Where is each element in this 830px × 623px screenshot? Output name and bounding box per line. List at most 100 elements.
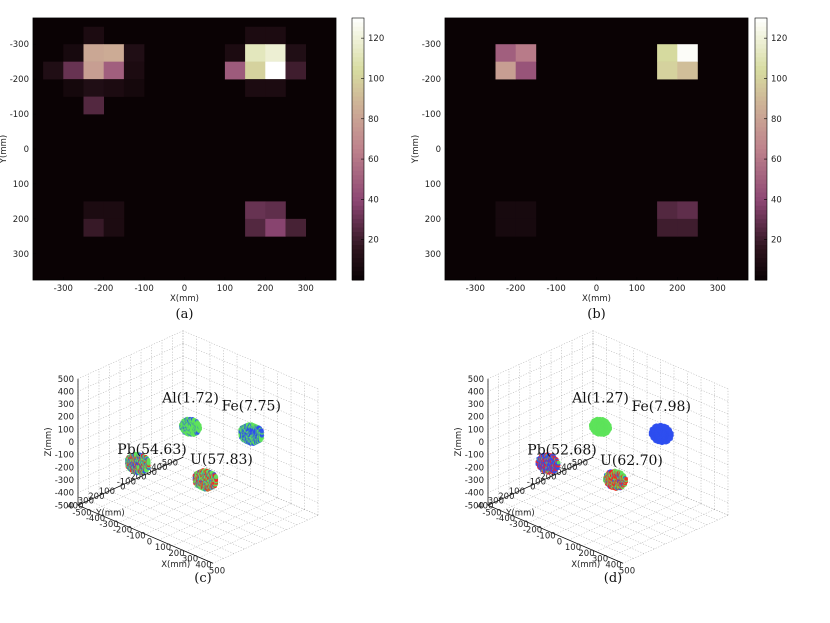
y-tick-label: -500 bbox=[569, 458, 588, 468]
colorbar-segment bbox=[755, 31, 767, 36]
y-tick-label: -100 bbox=[10, 110, 29, 120]
colorbar-segment bbox=[352, 275, 364, 281]
x-tick-label: -200 bbox=[113, 526, 132, 536]
colorbar-segment bbox=[755, 48, 767, 54]
heatmap-cell bbox=[63, 44, 84, 62]
figure-caption: (a) bbox=[176, 307, 194, 322]
heatmap-cell bbox=[265, 44, 286, 62]
z-tick-label: 100 bbox=[468, 425, 484, 435]
z-tick-label: 0 bbox=[69, 438, 74, 448]
colorbar-segment bbox=[755, 253, 767, 259]
object-1 bbox=[648, 422, 674, 446]
colorbar-segment bbox=[755, 210, 767, 215]
colorbar-segment bbox=[352, 57, 364, 63]
heatmap-cell bbox=[123, 61, 145, 80]
heatmap-cell bbox=[657, 44, 678, 62]
colorbar-segment bbox=[755, 227, 767, 233]
x-tick-label: -300 bbox=[466, 284, 485, 294]
heatmap-cell bbox=[657, 61, 678, 80]
colorbar-segment bbox=[755, 61, 767, 67]
heatmap-0: -300 -200 -100 0 100 200 300-300-200-100010020… bbox=[0, 17, 384, 322]
colorbar-segment bbox=[352, 92, 364, 98]
colorbar-segment bbox=[755, 96, 767, 102]
colorbar-segment bbox=[352, 166, 364, 172]
heatmap-cell bbox=[657, 201, 678, 220]
z-axis-label: Z(mm) bbox=[454, 427, 464, 456]
x-tick-label: 500 bbox=[209, 566, 225, 576]
object-label: U(57.83) bbox=[190, 452, 253, 468]
colorbar-frame bbox=[351, 17, 365, 281]
y-tick-label: -300 bbox=[10, 40, 29, 50]
grid-line bbox=[182, 355, 319, 415]
colorbar-segment bbox=[755, 183, 767, 189]
grid-line bbox=[77, 431, 184, 481]
grid-line bbox=[199, 509, 305, 558]
colorbar-segment bbox=[755, 231, 767, 237]
colorbar-segment bbox=[755, 39, 767, 45]
grid-line bbox=[182, 419, 319, 478]
grid-line bbox=[77, 368, 184, 417]
colorbar-segment bbox=[755, 218, 767, 224]
heatmap-cell bbox=[265, 201, 286, 220]
y-tick-label: -300 bbox=[422, 40, 441, 50]
colorbar-segment bbox=[352, 87, 364, 93]
x-tick-label: 0 bbox=[557, 537, 562, 547]
colorbar-segment bbox=[352, 61, 364, 67]
heatmap-cell bbox=[515, 61, 537, 80]
colorbar-segment bbox=[352, 44, 364, 50]
figure-caption: (b) bbox=[587, 307, 605, 322]
x-tick-label: 100 bbox=[629, 284, 645, 294]
colorbar-tick-label: 100 bbox=[771, 74, 787, 84]
z-tick-label: -200 bbox=[55, 463, 74, 473]
colorbar-segment bbox=[755, 149, 767, 154]
heatmap-cell bbox=[123, 44, 145, 62]
z-tick-label: 300 bbox=[58, 400, 74, 410]
y-tick-label: 200 bbox=[425, 215, 441, 225]
heatmap-cell bbox=[103, 218, 125, 237]
colorbar-segment bbox=[755, 79, 767, 84]
x-tick-label: 300 bbox=[182, 555, 198, 565]
grid-line bbox=[582, 497, 688, 547]
heatmap-cell bbox=[265, 218, 286, 237]
y-tick-label: 0 bbox=[120, 482, 125, 492]
heatmap-cell bbox=[103, 44, 125, 62]
y-tick-label: 200 bbox=[13, 215, 29, 225]
scatter3d-2: 5004003002001000-100-200-300-400-500-500… bbox=[44, 330, 319, 586]
object-0 bbox=[179, 416, 203, 437]
colorbar-segment bbox=[755, 105, 767, 111]
colorbar-segment bbox=[352, 179, 364, 185]
colorbar-segment bbox=[352, 131, 364, 137]
y-axis-label: Y(mm) bbox=[411, 135, 421, 164]
colorbar-frame bbox=[754, 17, 768, 281]
colorbar-segment bbox=[755, 175, 767, 181]
colorbar-segment bbox=[755, 275, 767, 281]
colorbar-segment bbox=[755, 240, 767, 246]
z-tick-label: -500 bbox=[55, 501, 74, 511]
y-tick-label: 0 bbox=[436, 145, 441, 155]
z-tick-label: 500 bbox=[58, 375, 74, 385]
colorbar-segment bbox=[755, 214, 767, 220]
x-tick-label: 200 bbox=[669, 284, 685, 294]
colorbar-segment bbox=[755, 170, 767, 176]
voxel-point bbox=[608, 425, 612, 430]
colorbar-segment bbox=[352, 79, 364, 84]
voxel-point bbox=[198, 425, 203, 430]
heatmap-cell bbox=[677, 44, 698, 62]
heatmap-cell bbox=[515, 44, 537, 62]
heatmap-cell bbox=[83, 79, 104, 97]
colorbar-segment bbox=[755, 83, 767, 89]
colorbar-segment bbox=[755, 166, 767, 172]
x-tick-label: -300 bbox=[99, 520, 118, 530]
colorbar-segment bbox=[352, 210, 364, 215]
x-tick-label: 300 bbox=[710, 284, 726, 294]
colorbar-segment bbox=[755, 66, 767, 71]
colorbar-segment bbox=[755, 92, 767, 98]
colorbar-segment bbox=[755, 22, 767, 28]
x-tick-label: -400 bbox=[86, 514, 105, 524]
y-tick-label: 100 bbox=[13, 180, 29, 190]
z-tick-label: -300 bbox=[55, 476, 74, 486]
y-tick-label: 0 bbox=[24, 145, 29, 155]
heatmap-cell bbox=[83, 218, 104, 237]
colorbar-segment bbox=[352, 66, 364, 71]
colorbar-segment bbox=[352, 70, 364, 76]
